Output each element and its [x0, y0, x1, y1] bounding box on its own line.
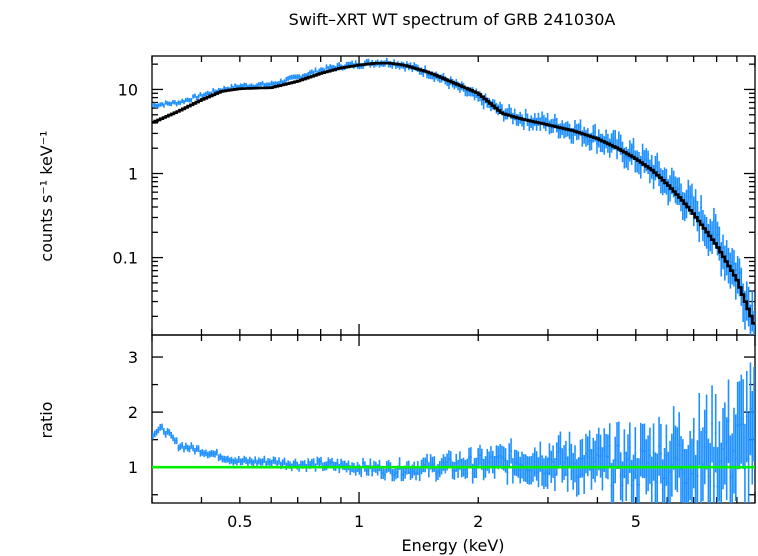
tick-labels: 0.5 1 2 5 0.1 1 10 1 2 3 — [113, 80, 641, 531]
y-tick-label: 1 — [128, 458, 138, 477]
chart-title: Swift–XRT WT spectrum of GRB 241030A — [289, 10, 616, 29]
ratio-panel-frame — [151, 334, 756, 504]
y-tick-label: 3 — [128, 348, 138, 367]
x-tick-label: 0.5 — [227, 512, 252, 531]
spectrum-panel-frame — [151, 55, 756, 336]
axis-ticks — [151, 56, 756, 503]
spectrum-data-series — [152, 57, 755, 335]
y-tick-label: 2 — [128, 403, 138, 422]
x-tick-label: 5 — [631, 512, 641, 531]
spectrum-y-axis-label: counts s⁻¹ keV⁻¹ — [37, 130, 56, 261]
ratio-data-series — [152, 362, 755, 503]
y-tick-label: 0.1 — [113, 249, 138, 268]
x-tick-label: 1 — [354, 512, 364, 531]
y-tick-label: 1 — [128, 165, 138, 184]
spectrum-model-series — [152, 61, 755, 325]
spectrum-model-line — [152, 61, 755, 325]
ratio-y-axis-label: ratio — [37, 402, 56, 439]
x-axis-label: Energy (keV) — [401, 536, 504, 555]
y-tick-label: 10 — [118, 80, 138, 99]
x-tick-label: 2 — [473, 512, 483, 531]
